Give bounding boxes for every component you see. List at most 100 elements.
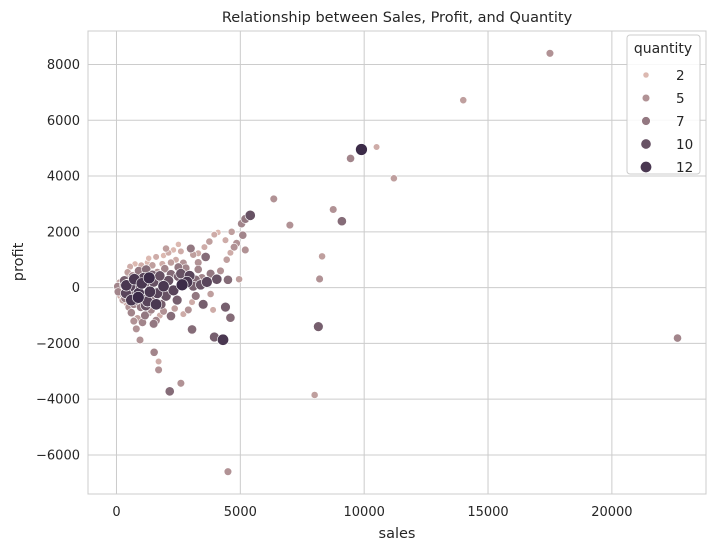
legend-marker [641, 116, 651, 126]
data-point [225, 312, 236, 323]
data-point [171, 294, 183, 306]
data-point [217, 333, 229, 346]
data-point [148, 319, 159, 329]
legend-label: 10 [676, 137, 693, 153]
data-point [132, 324, 141, 334]
data-point [143, 285, 156, 298]
data-point [154, 365, 163, 375]
legend-marker [642, 71, 650, 79]
data-point [177, 247, 185, 255]
data-point [162, 244, 170, 253]
data-point [318, 252, 326, 261]
y-tick-label: 6000 [47, 114, 80, 129]
data-point [135, 335, 145, 345]
data-point [132, 291, 145, 304]
legend-title: quantity [634, 41, 692, 57]
data-point [269, 194, 278, 204]
y-tick-label: 4000 [47, 170, 80, 185]
data-point [184, 305, 193, 315]
y-tick-label: −6000 [36, 448, 80, 463]
x-tick-label: 20000 [591, 505, 632, 520]
data-point [313, 321, 324, 332]
data-point [201, 276, 213, 288]
data-point [206, 290, 215, 298]
data-point [129, 316, 138, 326]
data-point [390, 174, 398, 183]
y-tick-label: 8000 [47, 58, 80, 73]
plot-background [88, 31, 706, 494]
data-point [372, 143, 381, 151]
data-point [197, 299, 209, 310]
data-point [120, 279, 133, 292]
data-point [149, 347, 159, 357]
legend-label: 2 [676, 68, 685, 84]
data-point [221, 236, 230, 244]
data-point [229, 243, 239, 252]
data-point [164, 386, 175, 397]
data-point [154, 270, 166, 282]
data-point [238, 230, 248, 240]
data-point [175, 278, 189, 292]
data-point [216, 266, 225, 276]
data-point [226, 249, 235, 257]
chart-title: Relationship between Sales, Profit, and … [222, 10, 573, 26]
x-tick-labels: 0 5000 10000 15000 20000 [112, 505, 632, 520]
y-tick-label: 2000 [47, 225, 80, 240]
x-tick-label: 15000 [467, 505, 508, 520]
data-point [160, 264, 170, 274]
data-point [459, 96, 468, 105]
legend: quantity 2 5 7 10 12 [626, 34, 701, 176]
legend-marker [641, 93, 651, 103]
data-point [179, 310, 187, 318]
data-point [150, 298, 163, 311]
data-point [140, 310, 150, 321]
data-point [545, 49, 555, 58]
data-point [187, 324, 197, 335]
y-axis-label: profit [11, 242, 27, 281]
data-point [241, 245, 250, 255]
legend-label: 7 [676, 114, 685, 130]
data-point [673, 333, 682, 343]
data-point [235, 275, 243, 284]
data-point [167, 258, 175, 267]
data-point [170, 304, 179, 313]
x-tick-label: 0 [112, 505, 120, 520]
data-point [227, 227, 236, 236]
legend-label: 12 [676, 160, 693, 176]
data-point [209, 306, 217, 314]
x-axis-label: sales [379, 526, 416, 542]
plot-frame [87, 30, 707, 495]
data-point [176, 379, 186, 388]
data-point [244, 209, 256, 221]
legend-marker [640, 138, 652, 150]
data-point [152, 253, 160, 261]
data-point [355, 143, 368, 156]
data-point [154, 357, 163, 366]
data-point [145, 254, 153, 262]
legend-entries: 2 5 7 10 12 [640, 68, 693, 176]
data-point [193, 265, 203, 274]
y-tick-label: −4000 [36, 393, 80, 408]
data-point [126, 308, 136, 318]
legend-label: 5 [676, 91, 685, 107]
x-tick-label: 5000 [224, 505, 257, 520]
data-point [285, 220, 295, 230]
data-point [157, 280, 170, 293]
data-point [315, 274, 324, 284]
y-tick-labels: −6000 −4000 −2000 0 2000 4000 6000 8000 [36, 58, 80, 463]
legend-marker [640, 161, 652, 173]
data-point [346, 154, 355, 163]
data-point [142, 271, 156, 285]
data-point [329, 205, 338, 214]
data-point [310, 391, 319, 399]
data-point [223, 467, 233, 476]
data-point [223, 274, 233, 285]
x-tick-label: 10000 [344, 505, 385, 520]
data-point [211, 273, 223, 285]
data-point [220, 301, 231, 313]
data-point [205, 237, 214, 246]
data-point [166, 311, 176, 321]
data-point [222, 255, 231, 264]
data-point [191, 291, 201, 301]
